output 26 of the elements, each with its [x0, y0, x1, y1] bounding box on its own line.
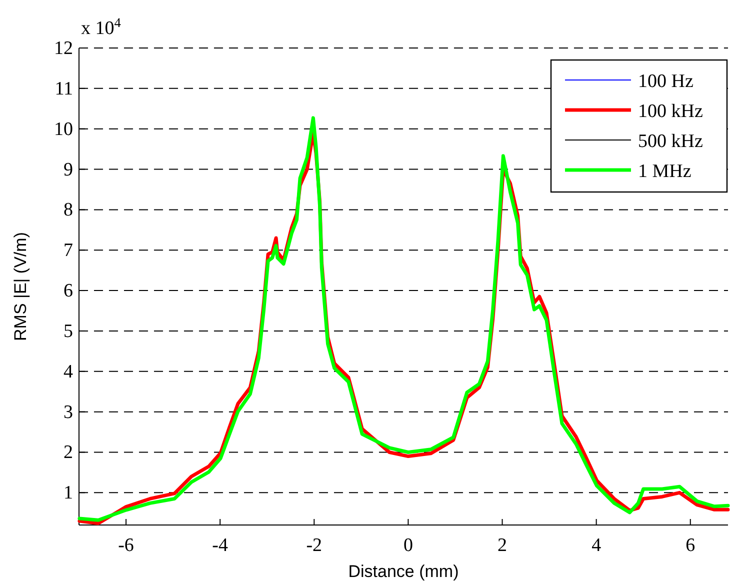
x-tick-label: -4	[212, 535, 228, 556]
x-tick-label: 2	[498, 535, 508, 556]
y-tick-label: 3	[64, 402, 73, 423]
y-tick-label: 5	[64, 320, 73, 342]
legend-label: 100 kHz	[638, 101, 703, 122]
y-tick-label: 8	[64, 200, 73, 221]
y-tick-label: 1	[64, 482, 73, 504]
x-tick-label: -2	[306, 535, 322, 556]
text: x 10$^{4}$	[81, 14, 122, 39]
legend-label: 1 MHz	[638, 161, 692, 182]
legend-label: 100 Hz	[638, 71, 694, 92]
y-tick-label: 6	[64, 280, 73, 302]
y-tick-label: 10	[54, 118, 73, 140]
y-axis-title: RMS |E| (V/m)	[11, 232, 30, 341]
x-tick-label: 6	[686, 535, 696, 556]
y-tick-label: 2	[64, 442, 73, 464]
y-tick-label: 11	[54, 78, 73, 100]
x-tick-label: -6	[118, 535, 134, 556]
y-tick-label: 9	[64, 159, 73, 180]
x-tick-label: 0	[403, 535, 413, 556]
y-tick-label: 7	[64, 240, 73, 262]
x-tick-label: 4	[592, 535, 602, 556]
y-tick-label: 4	[64, 361, 74, 382]
legend-label: 500 kHz	[638, 131, 703, 152]
x-axis-title: Distance (mm)	[348, 562, 459, 581]
y-tick-label: 12	[54, 38, 73, 59]
